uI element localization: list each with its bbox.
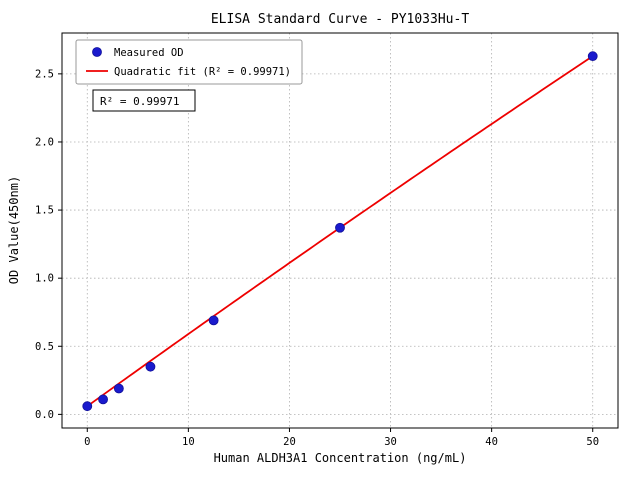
y-tick-label: 1.0 [35, 273, 54, 285]
data-point [113, 383, 124, 394]
data-point [98, 394, 108, 405]
legend-marker-measured-od [92, 47, 102, 57]
data-point [335, 222, 345, 233]
data-point [145, 361, 156, 372]
data-point [208, 315, 219, 326]
x-tick-label: 20 [283, 436, 296, 448]
y-tick-label: 2.5 [35, 68, 54, 80]
x-axis-label: Human ALDH3A1 Concentration (ng/mL) [214, 451, 467, 465]
data-point [587, 51, 598, 62]
x-tick-label: 0 [84, 436, 90, 448]
x-tick-label: 10 [182, 436, 195, 448]
legend-frame [75, 39, 303, 85]
annotation-frame [92, 89, 196, 112]
legend: Measured OD Quadratic fit (R² = 0.99971) [75, 39, 303, 85]
annotation-text: R² = 0.99971 [100, 95, 179, 108]
measured-od-points [82, 51, 598, 412]
chart-title: ELISA Standard Curve - PY1033Hu-T [211, 12, 469, 27]
y-tick-label: 0.5 [35, 341, 54, 353]
y-tick-label: 2.0 [35, 136, 54, 148]
x-tick-label: 40 [485, 436, 498, 448]
axis-ticks: 0 10 20 30 40 50 0.0 0.5 1.0 1.5 2.0 2.5 [35, 68, 599, 448]
legend-label-quadratic-fit: Quadratic fit (R² = 0.99971) [114, 66, 291, 78]
x-tick-label: 30 [384, 436, 397, 448]
data-point [82, 401, 93, 412]
x-tick-label: 50 [586, 436, 599, 448]
y-tick-label: 0.0 [35, 409, 54, 421]
y-axis-label: OD Value(450nm) [7, 176, 21, 284]
legend-label-measured-od: Measured OD [114, 47, 184, 59]
axes-spines [61, 32, 619, 429]
y-tick-label: 1.5 [35, 205, 54, 217]
r-squared-annotation: R² = 0.99971 [92, 89, 196, 112]
